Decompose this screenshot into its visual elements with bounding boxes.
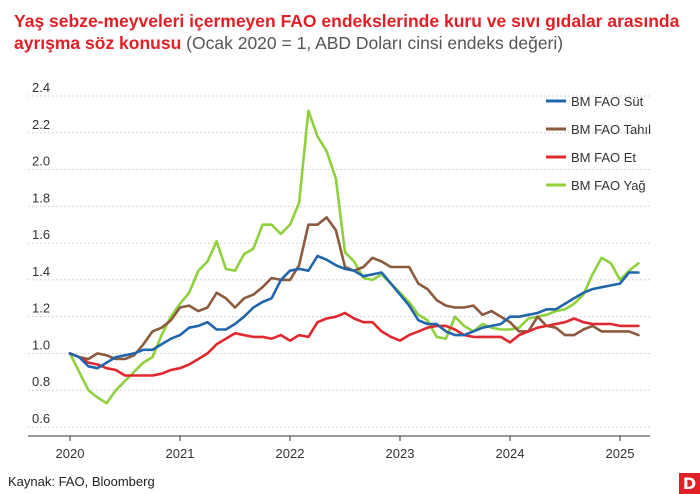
x-tick-label: 2023 bbox=[386, 446, 415, 461]
legend-label: BM FAO Süt bbox=[571, 94, 644, 109]
x-tick-label: 2024 bbox=[496, 446, 525, 461]
y-tick-label: 2.2 bbox=[32, 117, 50, 132]
grid-lines bbox=[28, 95, 650, 437]
y-tick-label: 2.0 bbox=[32, 154, 50, 169]
title-note: (Ocak 2020 = 1, ABD Doları cinsi endeks … bbox=[186, 33, 564, 53]
y-tick-label: 0.6 bbox=[32, 411, 50, 426]
source-note: Kaynak: FAO, Bloomberg bbox=[8, 474, 155, 489]
legend-label: BM FAO Tahıl bbox=[571, 122, 651, 137]
x-tick-label: 2022 bbox=[276, 446, 305, 461]
y-tick-label: 1.2 bbox=[32, 301, 50, 316]
y-tick-label: 1.4 bbox=[32, 264, 50, 279]
y-tick-label: 2.4 bbox=[32, 80, 50, 95]
x-tick-label: 2025 bbox=[606, 446, 635, 461]
y-tick-label: 1.6 bbox=[32, 227, 50, 242]
legend-label: BM FAO Et bbox=[571, 150, 636, 165]
legend-label: BM FAO Yağ bbox=[571, 178, 646, 193]
x-tick-label: 2020 bbox=[56, 446, 85, 461]
x-tick-label: 2021 bbox=[166, 446, 195, 461]
series-line bbox=[68, 216, 640, 361]
y-tick-label: 1.0 bbox=[32, 337, 50, 352]
title-main: Yaş sebze-meyveleri içermeyen FAO endeks… bbox=[14, 11, 680, 53]
line-chart: 0.60.81.01.21.41.61.82.02.22.4 2020 2021 2… bbox=[28, 80, 651, 461]
series-line bbox=[68, 109, 640, 405]
series-lines bbox=[68, 109, 640, 405]
x-axis: 2020 2021 2022 2023 2024 2025 bbox=[56, 436, 635, 461]
series-line bbox=[68, 311, 640, 377]
y-axis: 0.6 0.8 1.0 1.2 1.4 1.6 1.8 2.0 2.2 2.4 bbox=[32, 80, 50, 426]
y-tick-label: 1.8 bbox=[32, 190, 50, 205]
series-line bbox=[68, 254, 640, 370]
y-tick-label: 0.8 bbox=[32, 374, 50, 389]
brand-logo: D bbox=[679, 473, 700, 494]
legend: BM FAO Süt BM FAO Tahıl BM FAO Et BM FAO Ya… bbox=[546, 94, 651, 193]
chart-title: Yaş sebze-meyveleri içermeyen FAO endeks… bbox=[14, 10, 690, 54]
